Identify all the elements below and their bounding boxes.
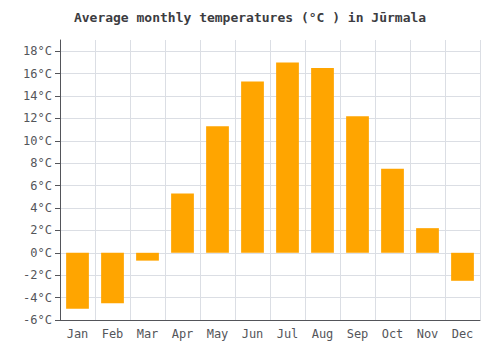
svg-text:14°C: 14°C	[23, 89, 52, 103]
svg-text:12°C: 12°C	[23, 111, 52, 125]
svg-text:Mar: Mar	[137, 327, 159, 341]
svg-text:May: May	[207, 327, 229, 341]
svg-text:8°C: 8°C	[30, 156, 52, 170]
svg-text:Sep: Sep	[347, 327, 369, 341]
svg-text:6°C: 6°C	[30, 179, 52, 193]
svg-text:Aug: Aug	[312, 327, 334, 341]
svg-text:Average monthly temperatures (: Average monthly temperatures (°C ) in Jū…	[74, 10, 426, 25]
svg-text:4°C: 4°C	[30, 201, 52, 215]
svg-text:Nov: Nov	[417, 327, 439, 341]
svg-text:Feb: Feb	[102, 327, 124, 341]
svg-text:Jan: Jan	[67, 327, 89, 341]
svg-text:10°C: 10°C	[23, 134, 52, 148]
svg-text:Oct: Oct	[382, 327, 404, 341]
svg-text:Jun: Jun	[242, 327, 264, 341]
svg-text:Dec: Dec	[452, 327, 474, 341]
svg-text:18°C: 18°C	[23, 44, 52, 58]
svg-text:-6°C: -6°C	[23, 313, 52, 327]
svg-text:Apr: Apr	[172, 327, 194, 341]
svg-text:0°C: 0°C	[30, 246, 52, 260]
svg-text:-4°C: -4°C	[23, 291, 52, 305]
svg-text:16°C: 16°C	[23, 67, 52, 81]
svg-text:-2°C: -2°C	[23, 268, 52, 282]
svg-text:Jul: Jul	[277, 327, 299, 341]
svg-text:2°C: 2°C	[30, 223, 52, 237]
